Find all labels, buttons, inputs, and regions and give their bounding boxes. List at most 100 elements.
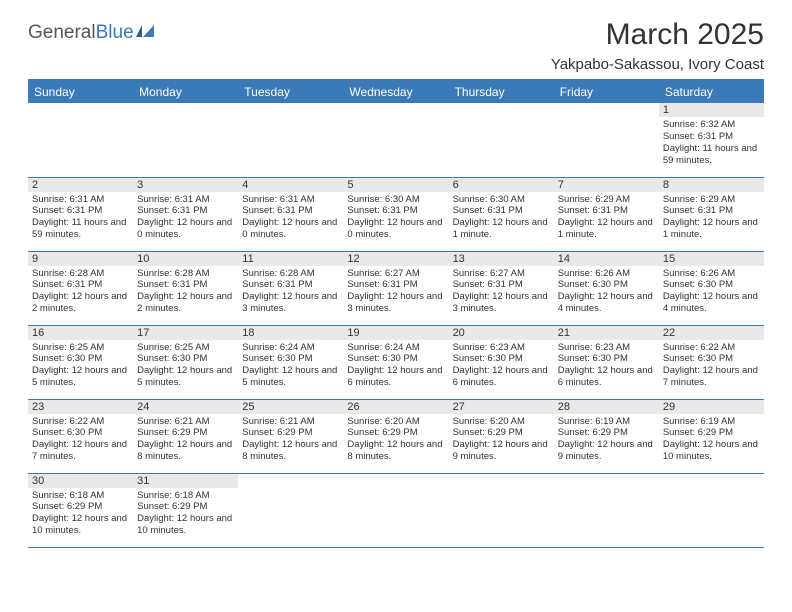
- sunrise-text: Sunrise: 6:28 AM: [137, 268, 234, 280]
- day-details: Sunrise: 6:27 AMSunset: 6:31 PMDaylight:…: [343, 266, 448, 318]
- daylight-text: Daylight: 12 hours and 10 minutes.: [137, 513, 234, 537]
- calendar-cell: [343, 103, 448, 177]
- day-details: Sunrise: 6:31 AMSunset: 6:31 PMDaylight:…: [133, 192, 238, 244]
- sunrise-text: Sunrise: 6:30 AM: [347, 194, 444, 206]
- sunrise-text: Sunrise: 6:25 AM: [137, 342, 234, 354]
- day-number: 23: [28, 400, 133, 414]
- daylight-text: Daylight: 12 hours and 6 minutes.: [453, 365, 550, 389]
- sunrise-text: Sunrise: 6:20 AM: [453, 416, 550, 428]
- calendar-table: Sunday Monday Tuesday Wednesday Thursday…: [28, 81, 764, 548]
- sunset-text: Sunset: 6:30 PM: [663, 279, 760, 291]
- calendar-cell: [554, 473, 659, 547]
- day-details: Sunrise: 6:18 AMSunset: 6:29 PMDaylight:…: [28, 488, 133, 540]
- daylight-text: Daylight: 12 hours and 4 minutes.: [663, 291, 760, 315]
- calendar-cell: [133, 103, 238, 177]
- sunrise-text: Sunrise: 6:27 AM: [453, 268, 550, 280]
- day-number: 9: [28, 252, 133, 266]
- day-details: Sunrise: 6:19 AMSunset: 6:29 PMDaylight:…: [554, 414, 659, 466]
- day-details: Sunrise: 6:22 AMSunset: 6:30 PMDaylight:…: [659, 340, 764, 392]
- calendar-cell: 10 Sunrise: 6:28 AMSunset: 6:31 PMDayligh…: [133, 251, 238, 325]
- day-header: Monday: [133, 81, 238, 103]
- calendar-cell: 2Sunrise: 6:31 AMSunset: 6:31 PMDaylight…: [28, 177, 133, 251]
- calendar-cell: 24Sunrise: 6:21 AMSunset: 6:29 PMDayligh…: [133, 399, 238, 473]
- day-details: Sunrise: 6:31 AMSunset: 6:31 PMDaylight:…: [238, 192, 343, 244]
- sunrise-text: Sunrise: 6:18 AM: [137, 490, 234, 502]
- calendar-cell: 23Sunrise: 6:22 AMSunset: 6:30 PMDayligh…: [28, 399, 133, 473]
- day-number: 31: [133, 474, 238, 488]
- sunset-text: Sunset: 6:29 PM: [137, 501, 234, 513]
- calendar-cell: 16Sunrise: 6:25 AMSunset: 6:30 PMDayligh…: [28, 325, 133, 399]
- day-details: Sunrise: 6:20 AMSunset: 6:29 PMDaylight:…: [449, 414, 554, 466]
- sunset-text: Sunset: 6:30 PM: [453, 353, 550, 365]
- sunset-text: Sunset: 6:29 PM: [663, 427, 760, 439]
- header: GeneralBlue March 2025 Yakpabo-Sakassou,…: [28, 18, 764, 73]
- sunrise-text: Sunrise: 6:24 AM: [347, 342, 444, 354]
- day-number: 10: [133, 252, 238, 266]
- day-details: Sunrise: 6:18 AMSunset: 6:29 PMDaylight:…: [133, 488, 238, 540]
- daylight-text: Daylight: 12 hours and 2 minutes.: [137, 291, 234, 315]
- flag-icon: [136, 23, 158, 44]
- sunset-text: Sunset: 6:30 PM: [663, 353, 760, 365]
- calendar-cell: 29Sunrise: 6:19 AMSunset: 6:29 PMDayligh…: [659, 399, 764, 473]
- day-details: Sunrise: 6:20 AMSunset: 6:29 PMDaylight:…: [343, 414, 448, 466]
- calendar-cell: 19Sunrise: 6:24 AMSunset: 6:30 PMDayligh…: [343, 325, 448, 399]
- calendar-cell: 4Sunrise: 6:31 AMSunset: 6:31 PMDaylight…: [238, 177, 343, 251]
- sunset-text: Sunset: 6:31 PM: [663, 205, 760, 217]
- sunset-text: Sunset: 6:30 PM: [347, 353, 444, 365]
- day-details: Sunrise: 6:26 AMSunset: 6:30 PMDaylight:…: [554, 266, 659, 318]
- day-number: 24: [133, 400, 238, 414]
- day-number: 8: [659, 178, 764, 192]
- daylight-text: Daylight: 12 hours and 2 minutes.: [32, 291, 129, 315]
- daylight-text: Daylight: 12 hours and 1 minute.: [453, 217, 550, 241]
- daylight-text: Daylight: 12 hours and 10 minutes.: [663, 439, 760, 463]
- daylight-text: Daylight: 11 hours and 59 minutes.: [663, 143, 760, 167]
- day-header-row: Sunday Monday Tuesday Wednesday Thursday…: [28, 81, 764, 103]
- sunrise-text: Sunrise: 6:28 AM: [242, 268, 339, 280]
- day-details: Sunrise: 6:22 AMSunset: 6:30 PMDaylight:…: [28, 414, 133, 466]
- day-number: 17: [133, 326, 238, 340]
- daylight-text: Daylight: 12 hours and 4 minutes.: [558, 291, 655, 315]
- day-details: Sunrise: 6:25 AMSunset: 6:30 PMDaylight:…: [28, 340, 133, 392]
- day-number: 25: [238, 400, 343, 414]
- sunset-text: Sunset: 6:31 PM: [137, 279, 234, 291]
- logo: GeneralBlue: [28, 22, 158, 44]
- sunrise-text: Sunrise: 6:22 AM: [32, 416, 129, 428]
- sunset-text: Sunset: 6:31 PM: [32, 205, 129, 217]
- day-header: Friday: [554, 81, 659, 103]
- day-number: 13: [449, 252, 554, 266]
- daylight-text: Daylight: 12 hours and 7 minutes.: [32, 439, 129, 463]
- daylight-text: Daylight: 12 hours and 9 minutes.: [453, 439, 550, 463]
- sunrise-text: Sunrise: 6:18 AM: [32, 490, 129, 502]
- month-title: March 2025: [551, 18, 764, 52]
- sunset-text: Sunset: 6:29 PM: [32, 501, 129, 513]
- sunset-text: Sunset: 6:31 PM: [453, 279, 550, 291]
- calendar-cell: 31Sunrise: 6:18 AMSunset: 6:29 PMDayligh…: [133, 473, 238, 547]
- calendar-week-row: 9Sunrise: 6:28 AMSunset: 6:31 PMDaylight…: [28, 251, 764, 325]
- calendar-week-row: 16Sunrise: 6:25 AMSunset: 6:30 PMDayligh…: [28, 325, 764, 399]
- sunrise-text: Sunrise: 6:20 AM: [347, 416, 444, 428]
- sunset-text: Sunset: 6:31 PM: [663, 131, 760, 143]
- calendar-cell: 27Sunrise: 6:20 AMSunset: 6:29 PMDayligh…: [449, 399, 554, 473]
- calendar-cell: 22Sunrise: 6:22 AMSunset: 6:30 PMDayligh…: [659, 325, 764, 399]
- sunset-text: Sunset: 6:31 PM: [347, 279, 444, 291]
- calendar-cell: [659, 473, 764, 547]
- calendar-cell: 7Sunrise: 6:29 AMSunset: 6:31 PMDaylight…: [554, 177, 659, 251]
- day-header: Saturday: [659, 81, 764, 103]
- day-number: 5: [343, 178, 448, 192]
- day-details: Sunrise: 6:28 AMSunset: 6:31 PMDaylight:…: [238, 266, 343, 318]
- calendar-cell: 21Sunrise: 6:23 AMSunset: 6:30 PMDayligh…: [554, 325, 659, 399]
- title-block: March 2025 Yakpabo-Sakassou, Ivory Coast: [551, 18, 764, 73]
- sunrise-text: Sunrise: 6:31 AM: [137, 194, 234, 206]
- calendar-cell: 20Sunrise: 6:23 AMSunset: 6:30 PMDayligh…: [449, 325, 554, 399]
- sunset-text: Sunset: 6:29 PM: [242, 427, 339, 439]
- calendar-cell: [449, 103, 554, 177]
- day-number: 1: [659, 103, 764, 117]
- logo-text-general: General: [28, 22, 96, 44]
- day-number: 28: [554, 400, 659, 414]
- calendar-cell: 25Sunrise: 6:21 AMSunset: 6:29 PMDayligh…: [238, 399, 343, 473]
- daylight-text: Daylight: 11 hours and 59 minutes.: [32, 217, 129, 241]
- calendar-cell: 30Sunrise: 6:18 AMSunset: 6:29 PMDayligh…: [28, 473, 133, 547]
- daylight-text: Daylight: 12 hours and 0 minutes.: [347, 217, 444, 241]
- day-details: Sunrise: 6:23 AMSunset: 6:30 PMDaylight:…: [449, 340, 554, 392]
- daylight-text: Daylight: 12 hours and 6 minutes.: [347, 365, 444, 389]
